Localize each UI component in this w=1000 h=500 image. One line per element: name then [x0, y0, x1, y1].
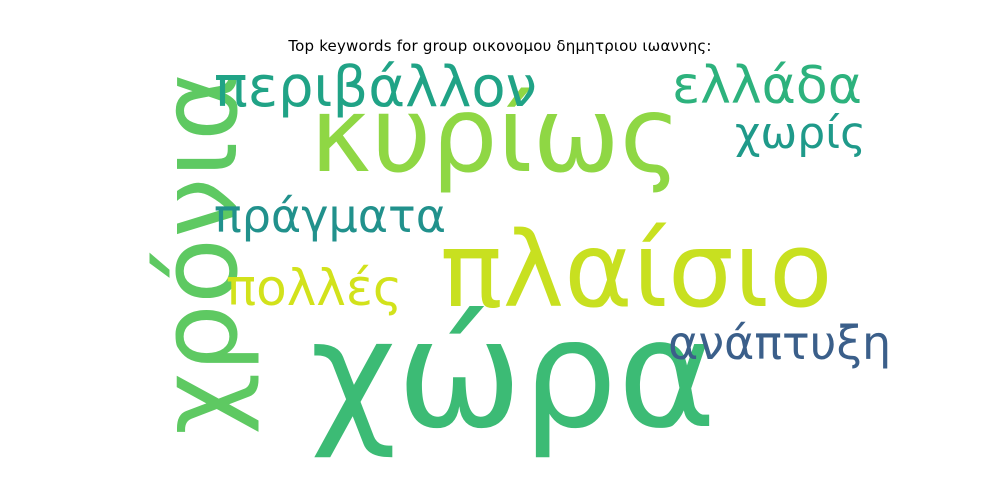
- word-10: ανάπτυξη: [668, 316, 892, 370]
- word-2: πλαίσιο: [440, 209, 833, 331]
- word-7: χωρίς: [735, 108, 866, 159]
- word-3: κυρίως: [310, 74, 681, 196]
- word-1: χώρα: [310, 288, 717, 462]
- word-4: χρόνια: [137, 69, 262, 435]
- word-8: πράγματα: [214, 189, 447, 243]
- word-5: περιβάλλον: [214, 55, 537, 120]
- word-9: πολλές: [226, 259, 403, 317]
- figure-title: Top keywords for group οικονομου δημητρι…: [288, 37, 712, 55]
- word-6: ελλάδα: [672, 56, 863, 116]
